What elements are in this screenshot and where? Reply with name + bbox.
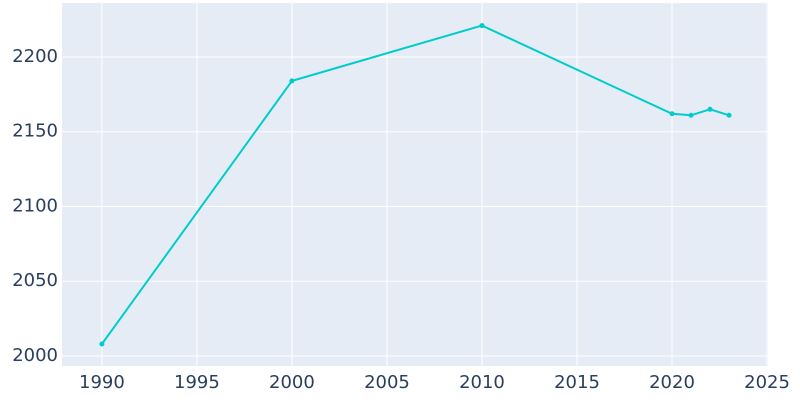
data-point (707, 106, 713, 112)
y-tick-label: 2050 (12, 270, 58, 291)
data-point (99, 341, 105, 347)
data-point (669, 111, 675, 117)
y-tick-label: 2100 (12, 195, 58, 216)
x-tick-label: 2000 (269, 372, 315, 393)
data-point (726, 112, 732, 118)
y-tick-label: 2150 (12, 121, 58, 142)
y-tick-label: 2200 (12, 46, 58, 67)
x-tick-label: 2010 (459, 372, 505, 393)
data-point (479, 23, 485, 29)
plot-background (62, 3, 768, 366)
data-point (688, 112, 694, 118)
data-point (289, 78, 295, 84)
x-tick-label: 2025 (744, 372, 790, 393)
x-tick-label: 1995 (174, 372, 220, 393)
x-tick-label: 2005 (364, 372, 410, 393)
x-tick-label: 2020 (649, 372, 695, 393)
y-tick-label: 2000 (12, 345, 58, 366)
x-tick-label: 1990 (79, 372, 125, 393)
x-tick-label: 2015 (554, 372, 600, 393)
